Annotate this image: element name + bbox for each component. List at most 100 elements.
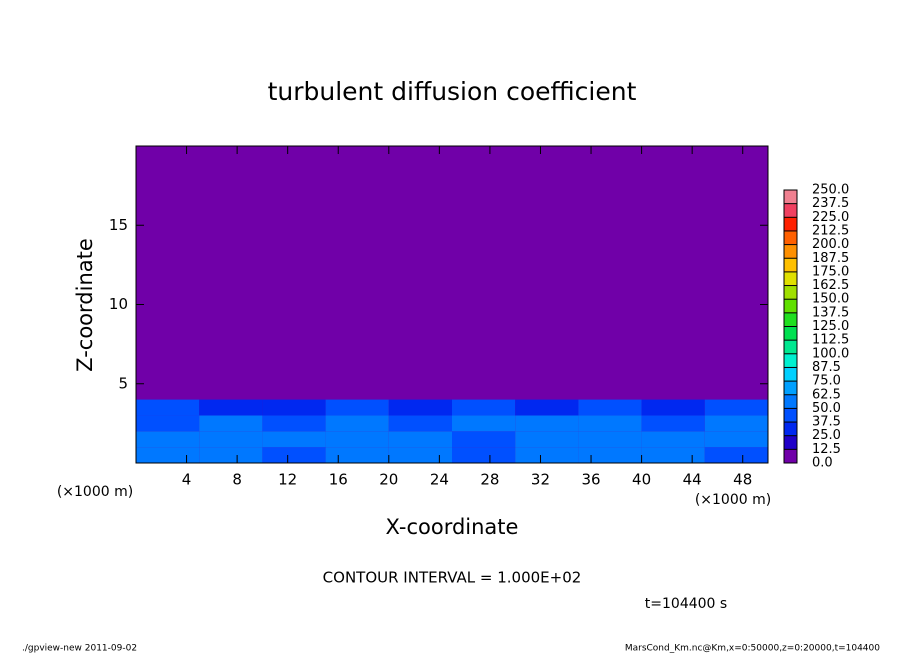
x-tick-label: 44 bbox=[683, 471, 702, 489]
colorbar-label: 150.0 bbox=[812, 292, 849, 307]
colorbar-cell bbox=[784, 408, 797, 423]
field-cell bbox=[578, 447, 642, 463]
field-cell bbox=[515, 447, 579, 463]
colorbar-label: 125.0 bbox=[812, 319, 849, 334]
colorbar-cell bbox=[784, 353, 797, 368]
x-tick-label: 24 bbox=[430, 471, 449, 489]
colorbar-cell bbox=[784, 285, 797, 300]
x-tick-label: 48 bbox=[733, 471, 752, 489]
colorbar-cell bbox=[784, 367, 797, 382]
colorbar-cell bbox=[784, 203, 797, 218]
colorbar-label: 112.5 bbox=[812, 333, 849, 348]
field-cell bbox=[515, 431, 579, 448]
field-cell bbox=[641, 415, 705, 432]
colorbar-label: 237.5 bbox=[812, 196, 849, 211]
colorbar-label: 187.5 bbox=[812, 251, 849, 266]
x-tick-label: 36 bbox=[581, 471, 600, 489]
colorbar-cell bbox=[784, 435, 797, 450]
colorbar-cell bbox=[784, 230, 797, 245]
x-tick-label: 8 bbox=[232, 471, 242, 489]
colorbar-cell bbox=[784, 217, 797, 231]
field-cell bbox=[452, 399, 516, 416]
field-cell bbox=[704, 415, 768, 432]
field-cell bbox=[199, 399, 263, 416]
field-cell bbox=[578, 399, 642, 416]
colorbar-label: 250.0 bbox=[812, 183, 849, 198]
colorbar-cell bbox=[784, 340, 797, 354]
time-label: t=104400 s bbox=[645, 596, 727, 612]
field-cell bbox=[136, 447, 200, 463]
field-cell bbox=[388, 431, 452, 448]
x-axis-label: X-coordinate bbox=[386, 515, 519, 539]
x-tick-label: 20 bbox=[379, 471, 398, 489]
y-axis-label: Z-coordinate bbox=[73, 238, 97, 372]
colorbar-cell bbox=[784, 422, 797, 436]
field-cell bbox=[136, 415, 200, 432]
field-cell bbox=[452, 415, 516, 432]
x-tick-label: 4 bbox=[182, 471, 192, 489]
colorbar-cell bbox=[784, 312, 797, 327]
colorbar-label: 212.5 bbox=[812, 223, 849, 238]
x-unit: (×1000 m) bbox=[695, 492, 771, 508]
contour-interval: CONTOUR INTERVAL = 1.000E+02 bbox=[323, 569, 582, 587]
y-tick-label: 10 bbox=[109, 295, 128, 313]
colorbar-label: 12.5 bbox=[812, 442, 841, 457]
y-unit: (×1000 m) bbox=[57, 484, 133, 500]
field-cell bbox=[262, 399, 326, 416]
field-cell bbox=[704, 399, 768, 416]
field-cell bbox=[388, 447, 452, 463]
field-cell bbox=[641, 447, 705, 463]
colorbar-cell bbox=[784, 381, 797, 395]
field-cell bbox=[641, 399, 705, 416]
field-cell bbox=[325, 431, 389, 448]
colorbar-label: 225.0 bbox=[812, 210, 849, 225]
colorbar-cell bbox=[784, 449, 797, 463]
y-tick-label: 5 bbox=[118, 374, 128, 392]
field-cell bbox=[704, 431, 768, 448]
field-cell bbox=[452, 431, 516, 448]
colorbar-cell bbox=[784, 258, 797, 272]
x-tick-label: 12 bbox=[278, 471, 297, 489]
y-tick-label: 15 bbox=[109, 216, 128, 234]
field-cell bbox=[704, 447, 768, 463]
field-cell bbox=[388, 399, 452, 416]
colorbar-label: 25.0 bbox=[812, 428, 841, 443]
field-cell bbox=[325, 447, 389, 463]
field-cell bbox=[578, 431, 642, 448]
colorbar-label: 87.5 bbox=[812, 360, 841, 375]
colorbar-label: 0.0 bbox=[812, 456, 833, 471]
x-tick-label: 16 bbox=[329, 471, 348, 489]
chart-title: turbulent diffusion coefficient bbox=[268, 77, 637, 106]
colorbar-cell bbox=[784, 244, 797, 259]
field-cell bbox=[515, 415, 579, 432]
field-cell bbox=[325, 399, 389, 416]
field-cell bbox=[262, 415, 326, 432]
field-cell bbox=[452, 447, 516, 463]
footer-right: MarsCond_Km.nc@Km,x=0:50000,z=0:20000,t=… bbox=[625, 644, 880, 654]
footer-left: ./gpview-new 2011-09-02 bbox=[22, 644, 137, 654]
colorbar-label: 100.0 bbox=[812, 346, 849, 361]
colorbar-label: 62.5 bbox=[812, 387, 841, 402]
colorbar-cell bbox=[784, 394, 797, 409]
colorbar-label: 37.5 bbox=[812, 415, 841, 430]
field-cell bbox=[199, 447, 263, 463]
field-cell bbox=[262, 447, 326, 463]
colorbar-label: 75.0 bbox=[812, 374, 841, 389]
field-cell bbox=[325, 415, 389, 432]
field-cell bbox=[641, 431, 705, 448]
x-tick-label: 40 bbox=[632, 471, 651, 489]
field-cell bbox=[262, 431, 326, 448]
colorbar-cell bbox=[784, 190, 797, 204]
field-cell bbox=[199, 415, 263, 432]
x-tick-label: 32 bbox=[531, 471, 550, 489]
colorbar-label: 162.5 bbox=[812, 278, 849, 293]
field-cell bbox=[515, 399, 579, 416]
colorbar-label: 137.5 bbox=[812, 305, 849, 320]
field-cell bbox=[199, 431, 263, 448]
field-cell bbox=[136, 399, 200, 416]
colorbar-label: 50.0 bbox=[812, 401, 841, 416]
colorbar-cell bbox=[784, 326, 797, 341]
field-cell bbox=[388, 415, 452, 432]
colorbar-cell bbox=[784, 299, 797, 313]
